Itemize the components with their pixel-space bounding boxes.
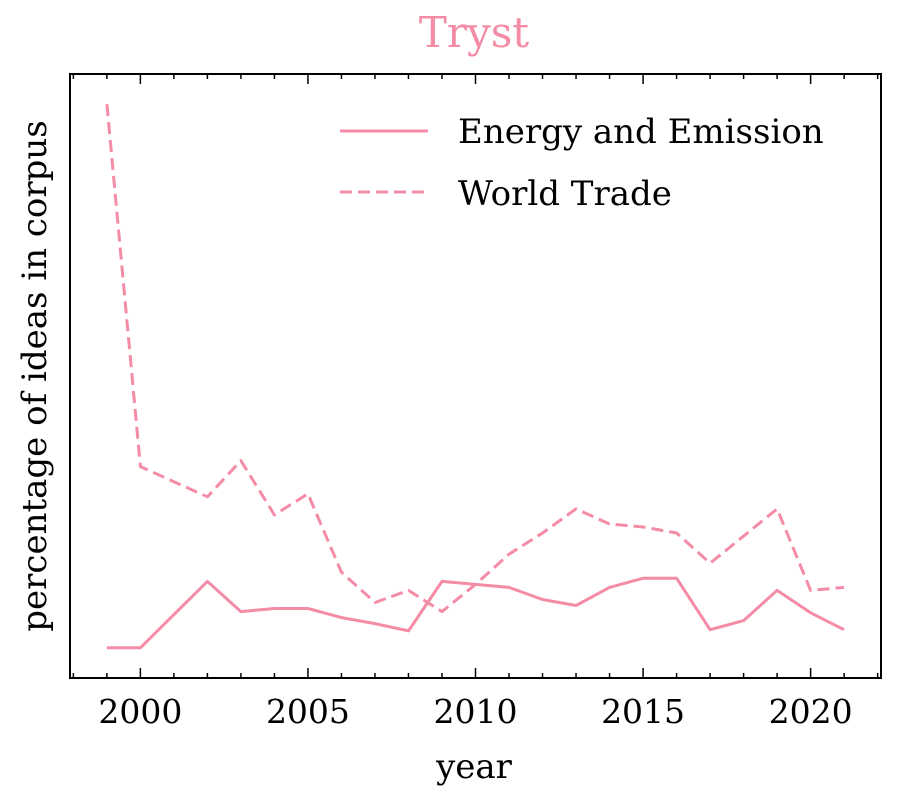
series-line-energy-and-emission	[106, 576, 845, 650]
x-tick-label: 2020	[769, 692, 853, 731]
series-layer	[105, 104, 845, 650]
y-axis-label: percentage of ideas in corpus	[15, 120, 55, 631]
legend-label-energy-and-emission: Energy and Emission	[458, 112, 824, 152]
x-tick-label: 2015	[601, 692, 685, 731]
x-tick-label: 2010	[434, 692, 518, 731]
chart-title: Tryst	[419, 8, 529, 57]
plot-frame	[69, 73, 882, 679]
x-tick-label: 2000	[98, 692, 182, 731]
axis-ticks	[72, 74, 879, 678]
legend-label-world-trade: World Trade	[458, 174, 672, 214]
series-line-world-trade	[105, 104, 845, 614]
legend: Energy and Emission World Trade	[340, 112, 824, 214]
x-tick-label: 2005	[266, 692, 350, 731]
x-tick-labels: 2000 2005 2010 2015 2020	[98, 692, 852, 731]
x-axis-label: year	[435, 747, 513, 787]
